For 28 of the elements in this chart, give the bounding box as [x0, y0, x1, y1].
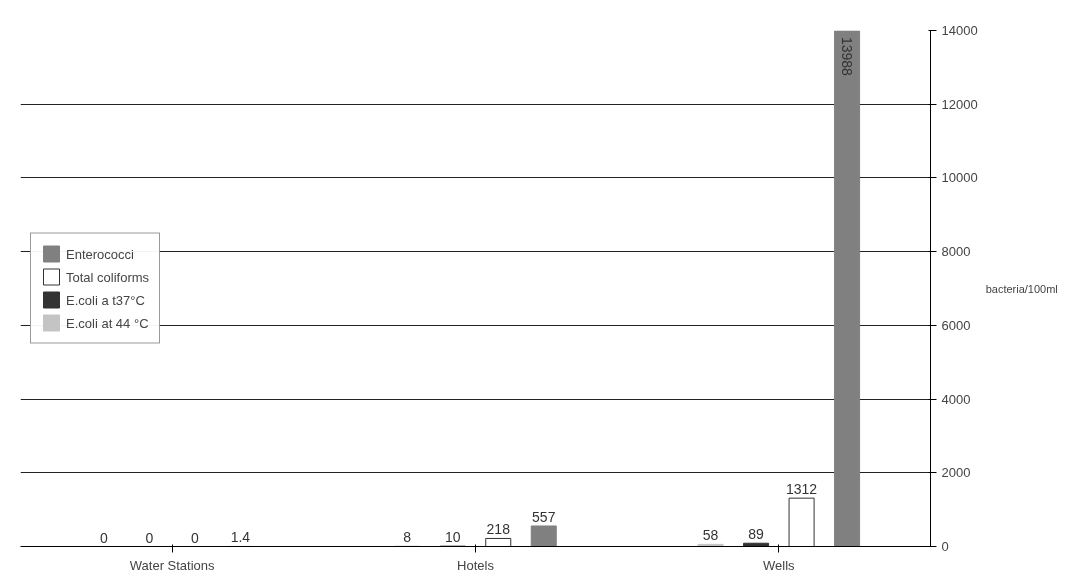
- legend-label: E.coli at 44 °C: [66, 315, 149, 330]
- y-tick-label: 10000: [941, 170, 978, 186]
- data-label: 218: [486, 521, 511, 538]
- legend-label: Total coliforms: [66, 269, 150, 284]
- legend-label: E.coli a t37°C: [66, 292, 145, 307]
- data-label: 58: [702, 527, 719, 544]
- data-label: 0: [191, 529, 200, 546]
- data-label: 0: [100, 529, 109, 546]
- data-label: 10: [444, 529, 461, 546]
- data-label: 557: [532, 508, 556, 525]
- y-tick-label: 12000: [941, 96, 978, 112]
- data-label: 0: [145, 529, 154, 546]
- y-axis-title: bacteria/100ml: [985, 282, 1058, 295]
- data-label: 8: [403, 529, 412, 546]
- data-label: 1312: [786, 481, 818, 498]
- y-tick-label: 0: [941, 539, 949, 554]
- x-tick-label: Hotels: [457, 557, 495, 573]
- data-label: 1.4: [230, 529, 251, 546]
- x-tick-label: Wells: [763, 557, 796, 573]
- data-label: 89: [748, 526, 765, 543]
- x-tick-label: Water Stations: [129, 557, 216, 573]
- y-tick-label: 8000: [941, 244, 971, 260]
- data-label: 13988: [839, 36, 856, 77]
- y-tick-label: 14000: [941, 23, 978, 38]
- y-tick-label: 4000: [941, 391, 971, 407]
- y-tick-label: 2000: [941, 465, 971, 481]
- y-tick-label: 6000: [941, 317, 971, 333]
- legend-label: Enterococci: [66, 246, 134, 261]
